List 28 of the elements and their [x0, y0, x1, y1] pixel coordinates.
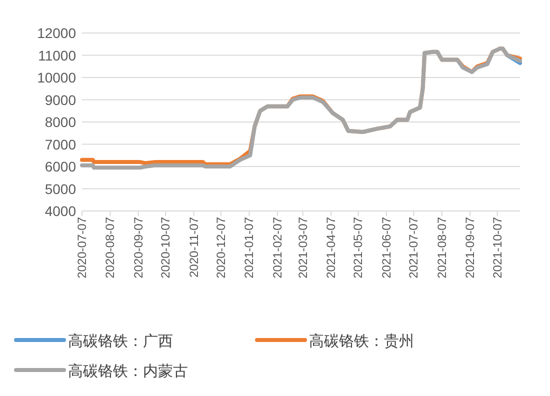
- x-tick-label: 2021-08-07: [434, 216, 449, 278]
- x-tick-label: 2021-10-07: [490, 216, 504, 278]
- x-tick-label: 2021-04-07: [324, 216, 338, 278]
- y-tick-label: 9000: [44, 92, 76, 108]
- x-tick-label: 2020-07-07: [75, 216, 89, 278]
- x-tick-label: 2020-10-07: [158, 216, 173, 278]
- y-tick-label: 6000: [44, 158, 76, 174]
- x-tick-label: 2020-09-07: [131, 216, 146, 278]
- x-tick-label: 2020-12-07: [214, 216, 228, 278]
- x-tick-label: 2021-02-07: [270, 216, 284, 278]
- x-tick-label: 2021-09-07: [463, 216, 478, 278]
- x-tick-label: 2021-01-07: [242, 216, 256, 278]
- legend-label: 高碳铬铁：内蒙古: [68, 363, 188, 380]
- legend-label: 高碳铬铁：贵州: [309, 333, 414, 350]
- x-tick-label: 2021-06-07: [379, 216, 394, 278]
- y-tick-label: 8000: [44, 114, 76, 130]
- x-tick-label: 2021-03-07: [296, 216, 310, 278]
- x-tick-label: 2021-05-07: [351, 216, 366, 278]
- x-tick-label: 2021-07-07: [406, 216, 421, 278]
- x-tick-label: 2020-08-07: [103, 216, 118, 278]
- y-tick-label: 4000: [44, 203, 76, 219]
- x-tick-label: 2020-11-07: [186, 216, 201, 278]
- y-tick-label: 7000: [44, 136, 76, 152]
- y-tick-label: 11000: [38, 47, 76, 64]
- y-tick-label: 5000: [44, 180, 76, 197]
- y-tick-label: 10000: [37, 70, 76, 86]
- legend-label: 高碳铬铁：广西: [68, 333, 173, 350]
- y-tick-label: 12000: [37, 25, 76, 41]
